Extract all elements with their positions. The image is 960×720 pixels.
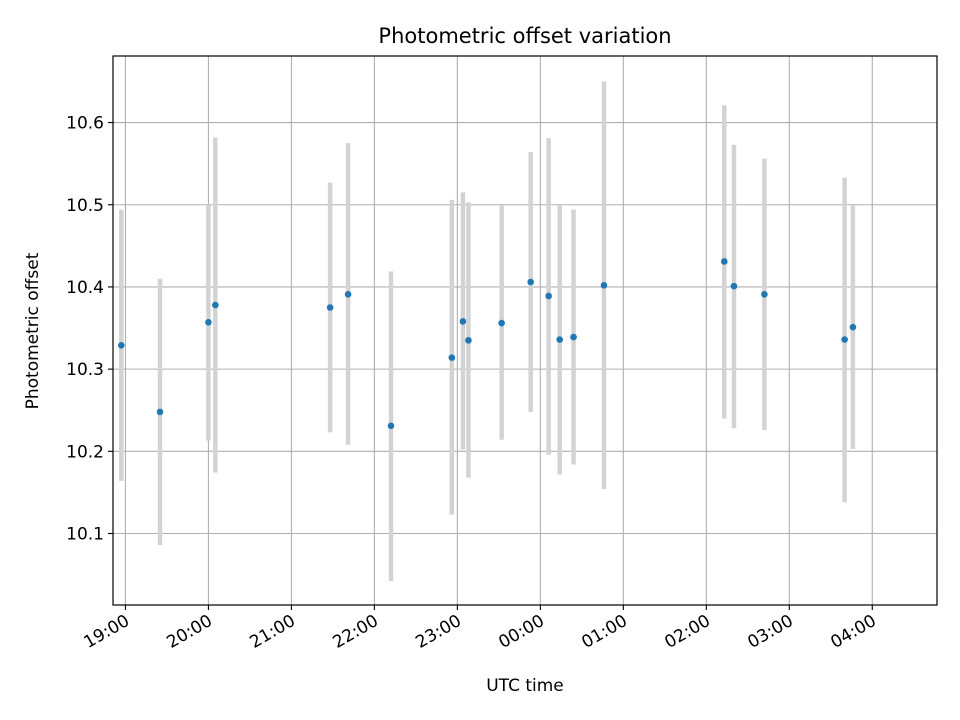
data-point [459,318,467,325]
y-tick-label: 10.2 [66,442,104,462]
data-point [556,336,564,343]
data-point [730,282,738,290]
data-point [465,337,472,344]
x-axis-label: UTC time [486,676,564,696]
data-point [326,304,334,311]
data-point [720,258,728,265]
data-point [527,278,534,286]
y-axis-label: Photometric offset [23,252,43,409]
y-tick-label: 10.5 [66,196,104,216]
y-tick-label: 10.3 [66,360,104,380]
plot-frame [112,55,938,606]
data-point [212,301,219,309]
chart-title: Photometric offset variation [378,24,671,48]
data-point [387,422,395,430]
data-point [344,291,352,298]
data-point [841,336,848,343]
data-point [761,291,768,298]
data-point [156,408,164,416]
data-point [600,281,608,289]
y-tick-label: 10.6 [66,114,104,134]
data-point [117,341,125,349]
data-point [570,333,577,341]
data-points [117,258,857,430]
data-point [545,292,552,300]
y-tick-label: 10.4 [66,278,104,298]
y-tick-label: 10.1 [66,524,104,544]
grid [113,56,937,605]
data-point [448,354,456,361]
data-point [498,319,505,327]
data-point [849,323,857,331]
data-point [205,318,212,326]
